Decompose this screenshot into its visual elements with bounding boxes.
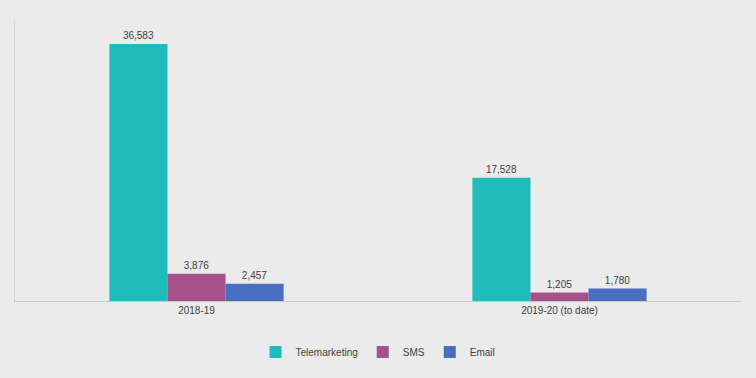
svg-text:2,457: 2,457	[242, 270, 267, 281]
svg-text:1,780: 1,780	[605, 275, 630, 286]
svg-text:Email: Email	[470, 347, 495, 358]
svg-text:1,205: 1,205	[547, 279, 572, 290]
svg-text:3,876: 3,876	[184, 260, 209, 271]
svg-text:Telemarketing: Telemarketing	[296, 347, 358, 358]
svg-text:SMS: SMS	[403, 347, 425, 358]
svg-text:17,528: 17,528	[486, 164, 517, 175]
svg-text:2018-19: 2018-19	[178, 305, 215, 316]
svg-text:2019-20 (to date): 2019-20 (to date)	[521, 305, 598, 316]
svg-text:36,583: 36,583	[123, 30, 154, 41]
